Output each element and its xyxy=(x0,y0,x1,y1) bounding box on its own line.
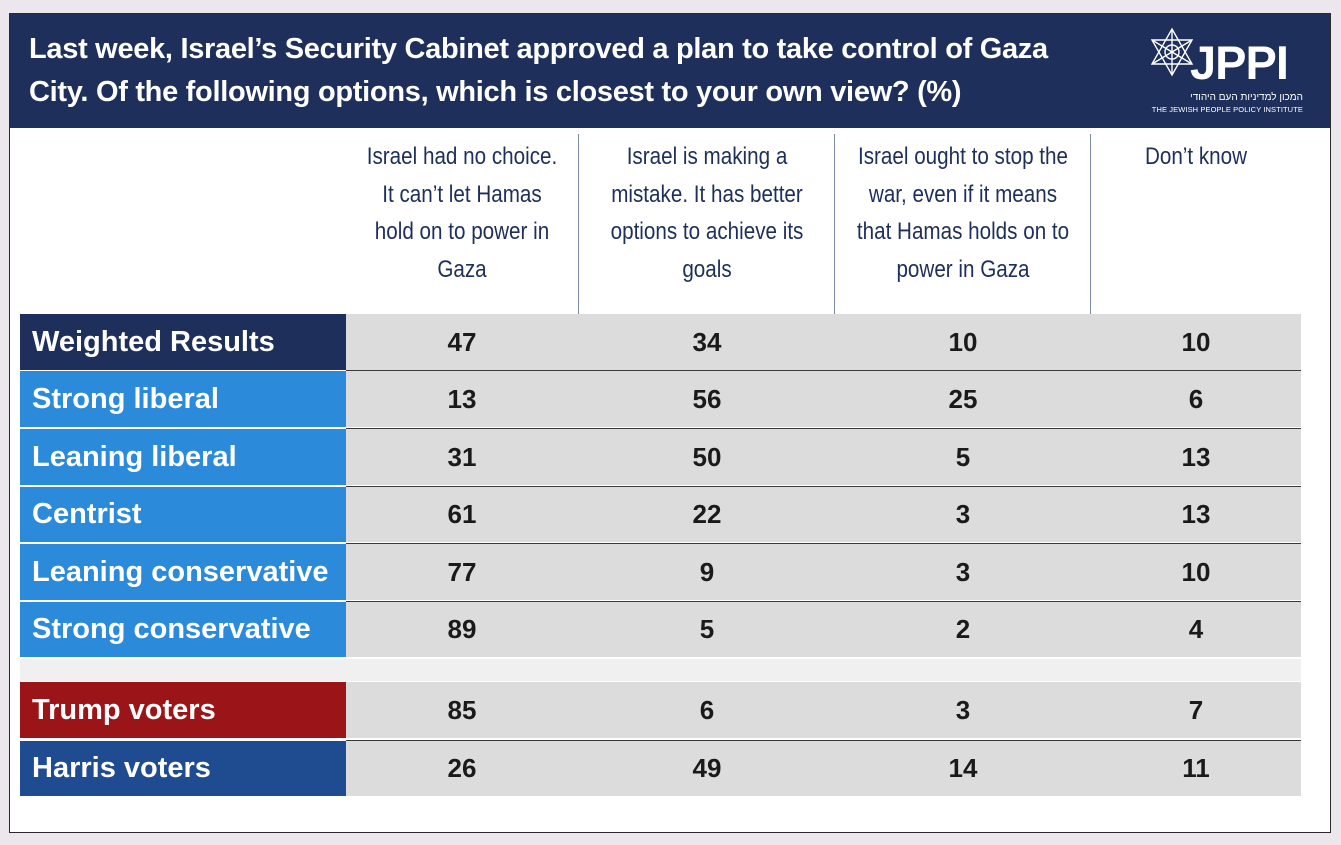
chart-header: Last week, Israel’s Security Cabinet app… xyxy=(10,14,1330,128)
chart-title: Last week, Israel’s Security Cabinet app… xyxy=(29,28,1129,114)
column-header-3: Israel ought to stop the war, even if it … xyxy=(834,138,1092,318)
column-header-line: war, even if it means xyxy=(868,180,1058,208)
table-cell: 4 xyxy=(1188,614,1204,644)
logo-wordmark: JPPI xyxy=(1190,36,1289,89)
table-cell: 2 xyxy=(955,614,971,644)
jppi-logo: JPPI המכון למדיניות העם היהודי THE JEWIS… xyxy=(1146,26,1316,116)
table-cell: 61 xyxy=(447,499,477,529)
table-cell: 85 xyxy=(447,695,477,725)
group-gap xyxy=(20,659,1301,681)
row-band xyxy=(346,314,1301,370)
table-cell: 5 xyxy=(699,614,715,644)
cell-separator xyxy=(346,601,1301,602)
column-header-1: Israel had no choice. It can’t let Hamas h… xyxy=(350,138,574,318)
table-cell: 13 xyxy=(1181,442,1211,472)
table-cell: 3 xyxy=(955,499,971,529)
row-label: Trump voters xyxy=(20,682,346,738)
table-cell: 3 xyxy=(955,557,971,587)
logo-hebrew-name: המכון למדיניות העם היהודי xyxy=(1190,92,1303,103)
table-cell: 10 xyxy=(1181,557,1211,587)
table-cell: 34 xyxy=(692,327,722,357)
row-label: Strong conservative xyxy=(20,601,346,657)
table-cell: 47 xyxy=(447,327,477,357)
column-header-line: Israel is making a xyxy=(626,143,788,170)
row-label: Centrist xyxy=(20,486,346,542)
column-divider xyxy=(834,134,835,314)
row-label: Leaning liberal xyxy=(20,429,346,485)
table-cell: 10 xyxy=(948,327,978,357)
column-header-line: goals xyxy=(682,255,732,283)
column-header-line: hold on to power in xyxy=(374,218,550,245)
table-cell: 6 xyxy=(1188,384,1204,414)
column-header-line: power in Gaza xyxy=(896,255,1030,283)
table-cell: 50 xyxy=(692,442,722,472)
table-cell: 25 xyxy=(948,384,978,414)
table-cell: 9 xyxy=(699,557,715,587)
row-label: Leaning conservative xyxy=(20,544,346,600)
column-header-line: Israel ought to stop the xyxy=(857,143,1068,170)
cell-separator xyxy=(346,543,1301,544)
table-cell: 3 xyxy=(955,695,971,725)
chart-title-line-2: City. Of the following options, which is… xyxy=(29,76,962,108)
table-cell: 7 xyxy=(1188,695,1204,725)
star-of-david-icon xyxy=(1150,27,1194,77)
table-cell: 77 xyxy=(447,557,477,587)
row-band xyxy=(346,601,1301,657)
column-divider xyxy=(578,134,579,314)
cell-separator xyxy=(346,740,1301,741)
cell-separator xyxy=(346,428,1301,429)
cell-separator xyxy=(346,370,1301,371)
column-header-line: mistake. It has better xyxy=(611,180,803,208)
row-band xyxy=(346,429,1301,485)
row-band xyxy=(346,740,1301,796)
table-cell: 5 xyxy=(955,442,971,472)
column-header-line: It can’t let Hamas xyxy=(382,180,542,208)
row-label: Strong liberal xyxy=(20,371,346,427)
row-band xyxy=(346,544,1301,600)
row-label: Harris voters xyxy=(20,740,346,796)
table-cell: 10 xyxy=(1181,327,1211,357)
table-cell: 22 xyxy=(692,499,722,529)
table-cell: 14 xyxy=(948,753,978,783)
column-header-2: Israel is making a mistake. It has better… xyxy=(578,138,836,318)
table-cell: 31 xyxy=(447,442,477,472)
column-header-line: Gaza xyxy=(437,255,487,283)
table-cell: 13 xyxy=(1181,499,1211,529)
logo-english-name: THE JEWISH PEOPLE POLICY INSTITUTE xyxy=(1151,105,1303,114)
table-cell: 6 xyxy=(699,695,715,725)
table-cell: 13 xyxy=(447,384,477,414)
table-cell: 56 xyxy=(692,384,722,414)
column-header-4: Don’t know xyxy=(1101,138,1290,318)
row-band xyxy=(346,371,1301,427)
column-header-line: that Hamas holds on to xyxy=(856,218,1070,245)
column-header-line: options to achieve its xyxy=(610,218,804,245)
row-label: Weighted Results xyxy=(20,314,346,370)
row-band xyxy=(346,486,1301,542)
column-header-line: Don’t know xyxy=(1144,143,1248,170)
column-header-line: Israel had no choice. xyxy=(366,143,558,170)
chart-title-line-1: Last week, Israel’s Security Cabinet app… xyxy=(29,33,1048,65)
table-cell: 49 xyxy=(692,753,722,783)
cell-separator xyxy=(346,486,1301,487)
table-cell: 11 xyxy=(1182,753,1210,783)
table-cell: 26 xyxy=(447,753,477,783)
table-cell: 89 xyxy=(447,614,477,644)
row-band xyxy=(346,682,1301,738)
column-divider xyxy=(1090,134,1091,314)
